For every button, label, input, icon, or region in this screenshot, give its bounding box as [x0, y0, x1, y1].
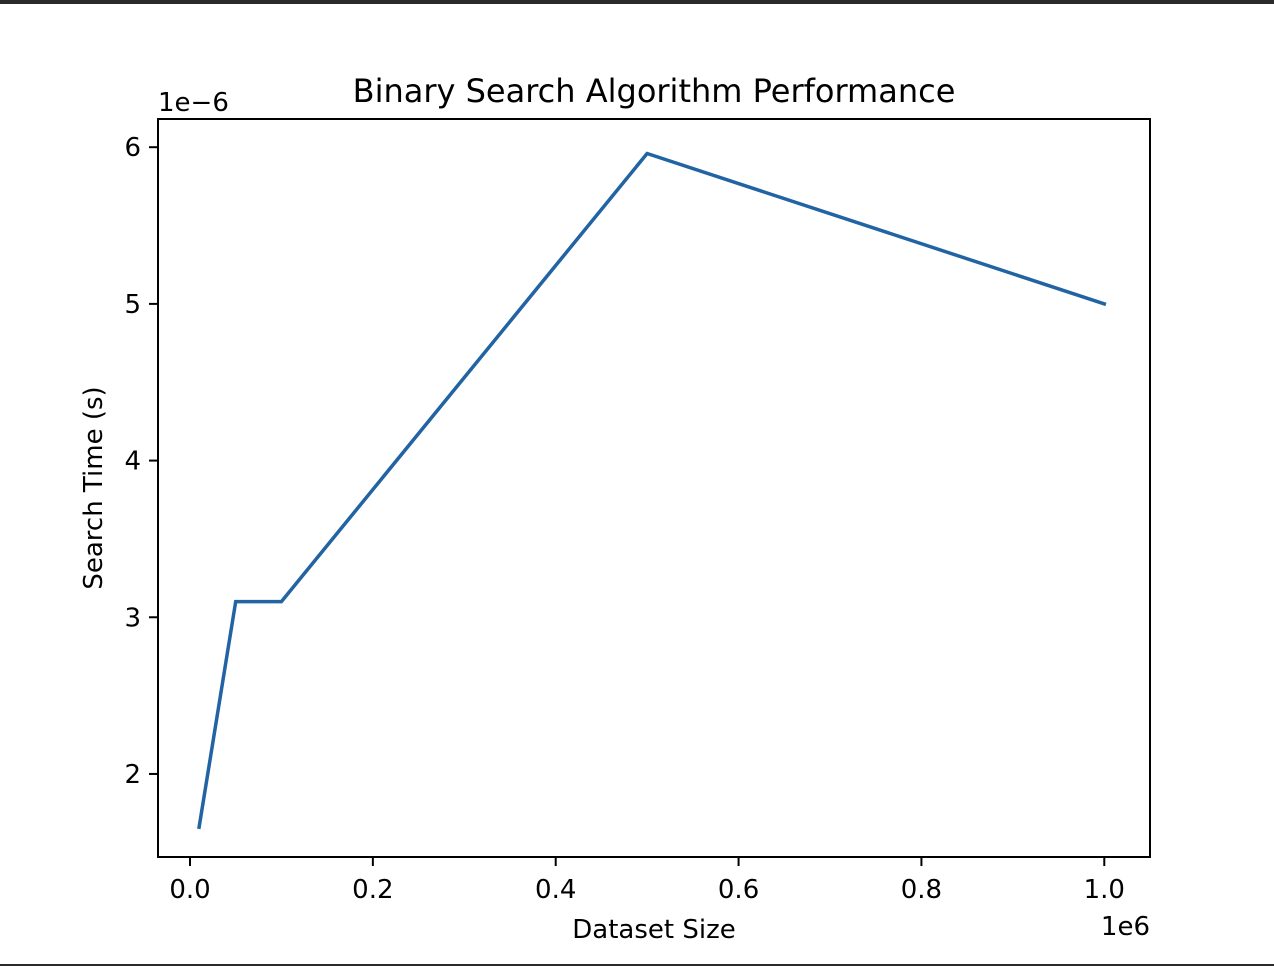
- window-top-border: [0, 0, 1274, 4]
- y-axis-offset-label: 1e−6: [158, 88, 229, 118]
- x-tick-label: 0.6: [718, 875, 759, 905]
- x-tick-label: 0.4: [535, 875, 576, 905]
- series-line: [197, 151, 1107, 830]
- y-tick-label: 5: [124, 290, 141, 320]
- x-tick-label: 1.0: [1084, 875, 1125, 905]
- x-axis-ticks: 0.0 0.2 0.4 0.6 0.8 1.0: [169, 857, 1125, 905]
- x-tick-label: 0.2: [352, 875, 393, 905]
- y-tick-label: 4: [124, 447, 141, 477]
- y-axis-ticks: 2 3 4 5 6: [124, 133, 158, 790]
- chart-title: Binary Search Algorithm Performance: [353, 72, 956, 110]
- y-tick-label: 6: [124, 133, 141, 163]
- x-tick-label: 0.0: [169, 875, 210, 905]
- window-bottom-border: [0, 964, 1274, 966]
- x-axis-label: Dataset Size: [572, 915, 735, 945]
- x-axis-offset-label: 1e6: [1101, 912, 1150, 942]
- y-tick-label: 3: [124, 603, 141, 633]
- series-layer: [197, 151, 1107, 830]
- plot-area-frame: [157, 118, 1151, 858]
- x-tick-label: 0.8: [901, 875, 942, 905]
- y-axis-label: Search Time (s): [79, 386, 109, 589]
- y-tick-label: 2: [124, 760, 141, 790]
